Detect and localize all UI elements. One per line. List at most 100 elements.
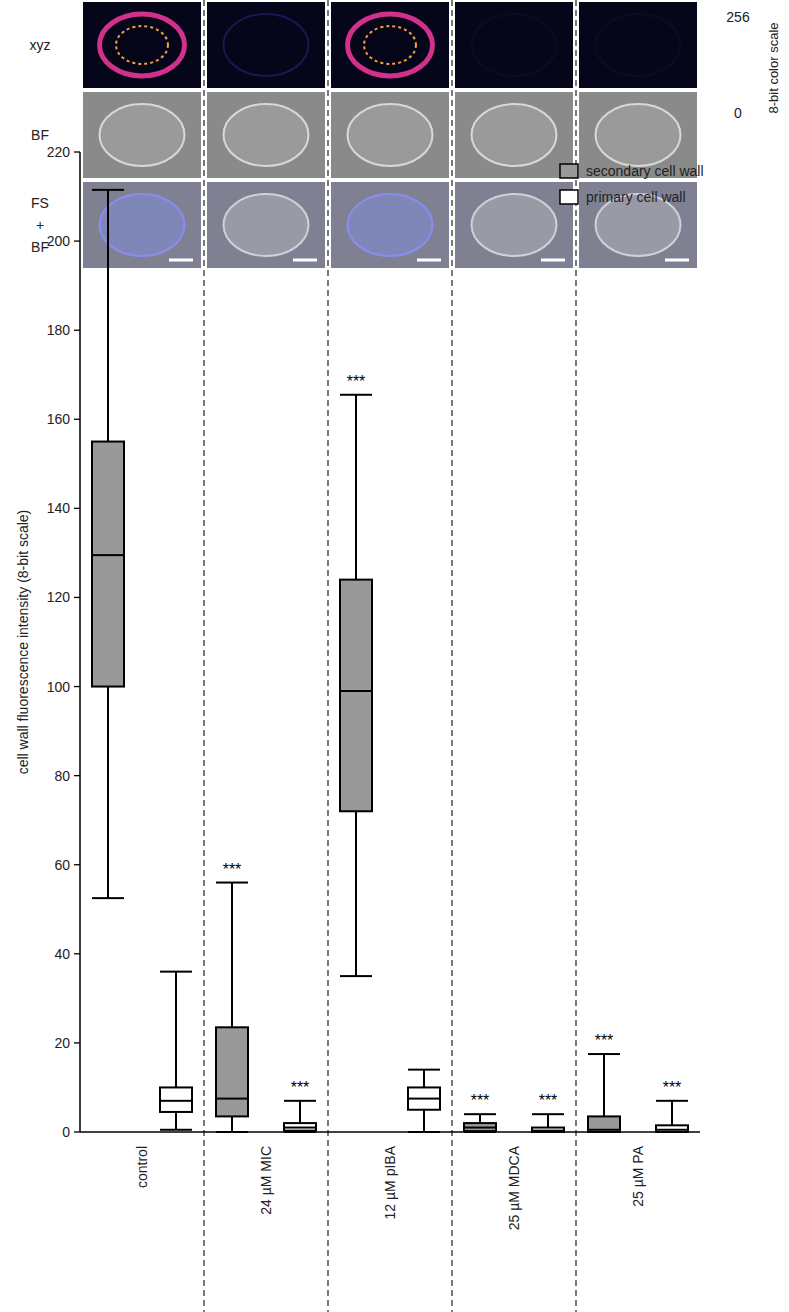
scale-bar (169, 259, 193, 262)
median (588, 1129, 620, 1131)
row-label: xyz (30, 37, 51, 53)
micrograph-bg (83, 182, 201, 268)
median (92, 554, 124, 556)
cell (348, 194, 433, 256)
cell (348, 104, 433, 166)
box (408, 1070, 440, 1132)
cell-wall (116, 26, 168, 64)
micrograph (83, 182, 201, 268)
box (340, 395, 372, 976)
y-tick-label: 20 (54, 1035, 70, 1051)
cell (224, 104, 309, 166)
cap-max (284, 1100, 316, 1102)
whisker-upper (671, 1101, 673, 1126)
row-label: + (36, 217, 44, 233)
micrograph (83, 92, 201, 178)
micrograph-bg (331, 2, 449, 88)
cap-min (340, 975, 372, 977)
whisker-lower (355, 811, 357, 976)
y-tick (74, 508, 80, 509)
micrograph (455, 92, 573, 178)
significance: *** (347, 373, 366, 390)
cell (224, 14, 309, 76)
median (532, 1130, 564, 1132)
y-tick-label: 80 (54, 768, 70, 784)
cell-wall (364, 26, 416, 64)
y-tick-label: 120 (47, 589, 71, 605)
scale-bar (665, 259, 689, 262)
significance: *** (223, 861, 242, 878)
y-tick-label: 160 (47, 411, 71, 427)
whisker-upper (231, 883, 233, 1028)
micrograph-bg (455, 92, 573, 178)
y-tick (74, 240, 80, 241)
box (656, 1101, 688, 1132)
significance: *** (663, 1079, 682, 1096)
whisker-lower (423, 1110, 425, 1132)
cap-min (160, 1129, 192, 1131)
micrograph-bg (455, 182, 573, 268)
micrograph-bg (455, 2, 573, 88)
scale-bar (293, 259, 317, 262)
cell (100, 14, 185, 76)
y-axis-label: cell wall fluorescence intensity (8-bit … (15, 510, 31, 775)
median (656, 1129, 688, 1131)
y-axis (79, 152, 81, 1132)
micrograph-bg (207, 2, 325, 88)
y-tick (74, 775, 80, 776)
y-tick-label: 180 (47, 322, 71, 338)
color-scale-label: 8-bit color scale (766, 22, 781, 113)
micrograph (331, 2, 449, 88)
box-body (340, 580, 372, 812)
category-label: 25 µM PA (630, 1145, 646, 1206)
whisker-upper (107, 190, 109, 442)
median (216, 1098, 248, 1100)
micrograph (207, 92, 325, 178)
whisker-upper (299, 1101, 301, 1123)
cap-max (216, 882, 248, 884)
cap-max (656, 1100, 688, 1102)
cap-max (160, 971, 192, 973)
micrograph (207, 2, 325, 88)
cap-max (588, 1053, 620, 1055)
micrograph (331, 182, 449, 268)
category-label: 24 µM MIC (258, 1146, 274, 1215)
box-body (656, 1125, 688, 1132)
legend-label: primary cell wall (586, 189, 686, 205)
y-tick (74, 597, 80, 598)
cap-max (464, 1113, 496, 1115)
y-tick (74, 1042, 80, 1043)
y-tick-label: 200 (47, 233, 71, 249)
micrograph-bg (579, 182, 697, 268)
row-label: BF (31, 127, 49, 143)
micrograph (579, 182, 697, 268)
box (464, 1114, 496, 1132)
y-tick (74, 330, 80, 331)
separator (451, 0, 452, 1312)
cell (596, 14, 681, 76)
cell (472, 14, 557, 76)
box (532, 1114, 564, 1132)
row-label: FS (31, 195, 49, 211)
box (588, 1054, 620, 1132)
micrograph-bg (331, 182, 449, 268)
y-tick-label: 100 (47, 679, 71, 695)
box-body (532, 1128, 564, 1132)
micrograph-bg (207, 182, 325, 268)
y-tick (74, 864, 80, 865)
micrograph-bg (207, 92, 325, 178)
cell (596, 104, 681, 166)
significance: *** (471, 1092, 490, 1109)
cell (100, 104, 185, 166)
cap-max (408, 1069, 440, 1071)
separator (327, 0, 328, 1312)
scale-bar (541, 259, 565, 262)
micrograph-bg (331, 92, 449, 178)
micrograph (331, 92, 449, 178)
median (464, 1127, 496, 1129)
whisker-lower (175, 1112, 177, 1130)
box-body (284, 1123, 316, 1131)
y-tick-label: 40 (54, 946, 70, 962)
whisker-upper (423, 1070, 425, 1088)
y-tick-label: 140 (47, 500, 71, 516)
